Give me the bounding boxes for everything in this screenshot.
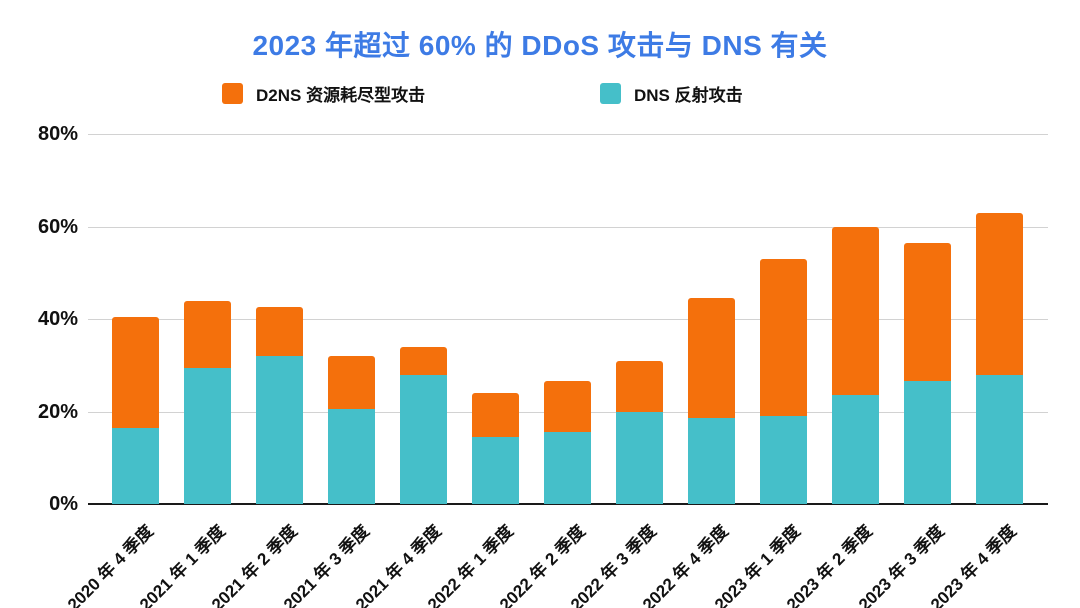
bar-segment-dns-exhaustion <box>328 356 376 410</box>
bar-segment-dns-exhaustion <box>831 226 879 396</box>
gridline <box>88 226 1048 228</box>
bar-segment-dns-exhaustion <box>184 300 232 368</box>
legend-item-dns-reflection: DNS 反射攻击 <box>600 82 743 105</box>
chart-title: 2023 年超过 60% 的 DDoS 攻击与 DNS 有关 <box>252 30 828 61</box>
bar-segment-dns-exhaustion <box>759 258 807 417</box>
bar-segment-dns-exhaustion <box>112 316 160 428</box>
bar-segment-dns-reflection <box>759 416 807 504</box>
bar-segment-dns-exhaustion <box>615 360 663 412</box>
bar-segment-dns-exhaustion <box>256 307 304 356</box>
bar-segment-dns-exhaustion <box>472 393 520 437</box>
y-tick-label: 60% <box>37 215 78 238</box>
x-axis-baseline <box>88 503 1048 505</box>
gridline <box>88 319 1048 320</box>
legend-label: D2NS 资源耗尽型攻击 <box>256 85 426 105</box>
bar-segment-dns-exhaustion <box>687 298 735 419</box>
bar-segment-dns-reflection <box>975 374 1023 504</box>
bar-segment-dns-reflection <box>256 356 304 504</box>
bar-segment-dns-reflection <box>544 432 591 504</box>
bar-segment-dns-reflection <box>400 374 448 504</box>
bar-segment-dns-exhaustion <box>903 242 951 382</box>
bar-segment-dns-reflection <box>472 436 520 504</box>
legend-swatch-teal-icon <box>600 82 621 104</box>
bar-segment-dns-reflection <box>687 418 735 504</box>
bar-segment-dns-exhaustion <box>400 346 448 375</box>
y-tick-label: 80% <box>37 123 78 145</box>
bar-segment-dns-exhaustion <box>975 212 1023 375</box>
gridline <box>88 134 1048 135</box>
y-tick-label: 0% <box>49 493 78 515</box>
y-tick-label: 40% <box>37 308 78 330</box>
bar-segment-dns-reflection <box>184 367 232 504</box>
y-tick-label: 20% <box>37 400 78 423</box>
bar-segment-dns-reflection <box>328 409 376 504</box>
bar-segment-dns-reflection <box>112 427 160 504</box>
bar-segment-dns-reflection <box>903 381 951 504</box>
legend-swatch-orange-icon <box>222 82 243 104</box>
legend-label: DNS 反射攻击 <box>634 85 743 105</box>
bar-segment-dns-reflection <box>831 395 879 504</box>
legend-item-dns-exhaustion: D2NS 资源耗尽型攻击 <box>222 82 426 105</box>
bar-segment-dns-reflection <box>615 411 663 504</box>
bar-segment-dns-exhaustion <box>544 381 591 433</box>
